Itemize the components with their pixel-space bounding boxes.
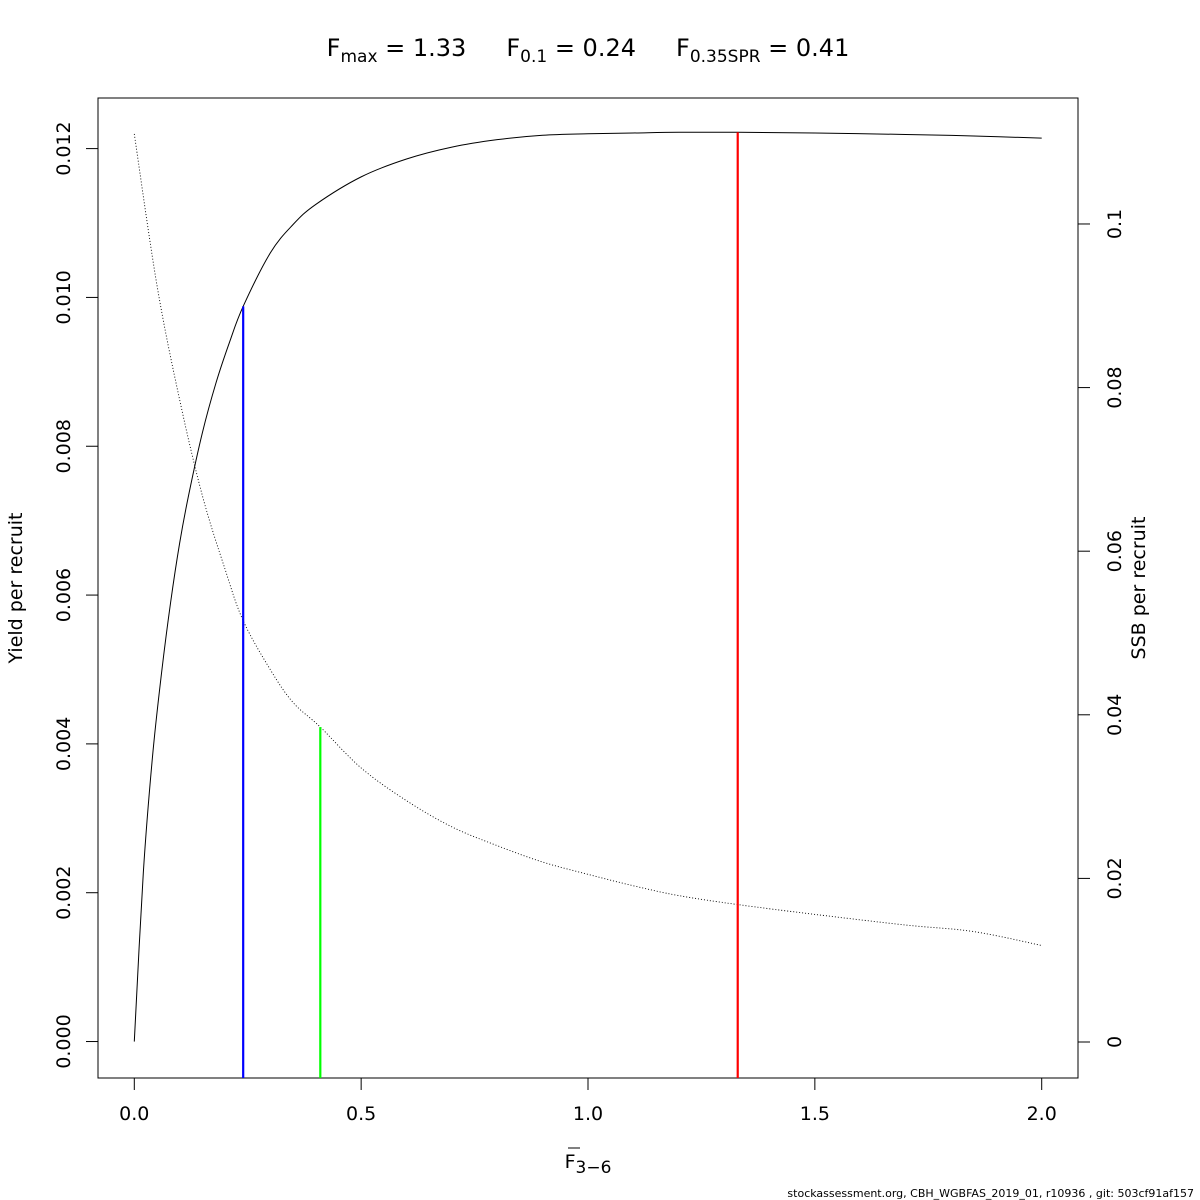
y-left-tick-label: 0.012 [53, 121, 75, 175]
chart-title: Fmax = 1.33 F0.1 = 0.24 F0.35SPR = 0.41 [327, 34, 850, 67]
title-fspr-main: F [676, 34, 690, 62]
y-left-tick-label: 0.008 [53, 419, 75, 473]
title-fmax-main: F [327, 34, 341, 62]
y-left-tick-label: 0.006 [53, 568, 75, 622]
x-tick-label: 0.0 [119, 1103, 149, 1125]
svg-text:F3−6: F3−6 [565, 1151, 612, 1178]
y-right-tick-label: 0.08 [1104, 366, 1126, 408]
title-f01-sub: 0.1 [520, 47, 547, 67]
x-axis-label: F3−6 [565, 1147, 612, 1178]
title-fspr-sub: 0.35SPR [690, 47, 761, 67]
y-left-tick-label: 0.004 [53, 717, 75, 771]
y-left-tick-label: 0.010 [53, 270, 75, 324]
yield-per-recruit-curve [133, 131, 1042, 1042]
plot-frame [97, 97, 1079, 1079]
y-right-tick-label: 0.1 [1104, 209, 1126, 239]
x-tick-label: 2.0 [1027, 1103, 1057, 1125]
title-f01-value: = 0.24 [547, 34, 636, 62]
title-f01-main: F [506, 34, 520, 62]
x-tick-label: 1.5 [800, 1103, 830, 1125]
y-right-tick-label: 0.04 [1104, 694, 1126, 736]
x-tick-label: 0.5 [346, 1103, 376, 1125]
ssb-per-recruit-curve [133, 133, 1042, 946]
footer-credit: stockassessment.org, CBH_WGBFAS_2019_01,… [787, 1187, 1194, 1200]
title-fmax-value: = 1.33 [378, 34, 467, 62]
title-fspr-value: = 0.41 [761, 34, 850, 62]
y-left-tick-label: 0.002 [53, 866, 75, 920]
title-fmax-sub: max [340, 47, 377, 67]
y-right-tick-label: 0.02 [1104, 857, 1126, 899]
x-axis-label-main: F [565, 1151, 576, 1173]
y-axis-label-left: Yield per recruit [5, 513, 27, 665]
x-tick-label: 1.0 [573, 1103, 603, 1125]
y-axis-label-right: SSB per recruit [1128, 517, 1150, 660]
y-right-tick-label: 0.06 [1104, 530, 1126, 572]
y-right-tick-label: 0 [1104, 1036, 1126, 1048]
x-axis-label-sub: 3−6 [576, 1158, 612, 1178]
y-left-tick-label: 0.000 [53, 1014, 75, 1068]
